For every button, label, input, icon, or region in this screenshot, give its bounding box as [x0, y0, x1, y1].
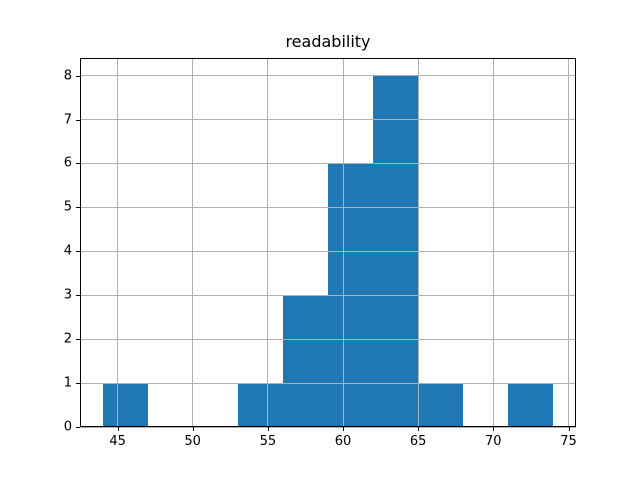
y-tick-mark	[76, 119, 80, 121]
gridline-vertical	[267, 58, 269, 427]
y-tick-label: 1	[63, 375, 72, 391]
x-tick-label: 55	[259, 434, 277, 449]
x-tick-mark	[267, 427, 269, 431]
y-tick-label: 4	[63, 243, 72, 259]
gridline-horizontal	[80, 294, 576, 296]
x-tick-mark	[343, 427, 344, 431]
grid-layer	[80, 58, 576, 428]
gridline-vertical	[568, 58, 569, 427]
y-tick-label: 3	[63, 287, 72, 303]
y-tick-label: 7	[63, 112, 72, 127]
y-tick-mark	[76, 163, 80, 165]
gridline-vertical	[342, 58, 344, 427]
x-tick-label: 60	[334, 434, 352, 449]
gridline-horizontal	[80, 75, 576, 77]
y-tick-mark	[76, 427, 80, 428]
y-tick-label: 8	[63, 68, 72, 84]
x-tick-label: 70	[485, 434, 502, 449]
y-tick-label: 0	[63, 419, 72, 435]
y-tick-mark	[76, 251, 80, 253]
histogram-bar	[102, 383, 148, 427]
y-tick-label: 2	[63, 331, 72, 347]
y-tick-label: 5	[63, 199, 72, 215]
gridline-horizontal	[80, 426, 576, 428]
x-tick-label: 50	[184, 434, 201, 449]
gridline-horizontal	[80, 338, 576, 340]
x-tick-mark	[192, 427, 194, 431]
histogram-bar	[282, 295, 328, 427]
x-tick-mark	[493, 427, 495, 431]
chart-title: readability	[285, 32, 371, 51]
x-tick-label: 65	[409, 434, 427, 449]
gridline-vertical	[492, 58, 494, 427]
x-tick-mark	[418, 427, 420, 431]
x-tick-label: 75	[560, 434, 577, 449]
gridline-horizontal	[80, 162, 576, 164]
histogram-bar	[508, 383, 554, 427]
y-tick-mark	[76, 207, 80, 209]
histogram-bar	[418, 383, 464, 427]
gridline-horizontal	[80, 206, 576, 208]
gridline-horizontal	[80, 382, 576, 384]
y-tick-mark	[76, 383, 80, 385]
plot-area	[80, 58, 576, 428]
histogram-bar	[237, 383, 283, 427]
gridline-vertical	[192, 58, 194, 427]
gridline-vertical	[417, 58, 419, 427]
gridline-vertical	[117, 58, 119, 427]
y-tick-label: 6	[63, 155, 72, 171]
x-tick-label: 45	[109, 434, 126, 449]
gridline-horizontal	[80, 119, 576, 120]
y-tick-mark	[76, 75, 80, 77]
y-tick-mark	[76, 295, 80, 297]
gridline-horizontal	[80, 250, 576, 252]
x-tick-mark	[117, 427, 119, 431]
y-tick-mark	[76, 339, 80, 341]
x-tick-mark	[568, 427, 570, 431]
